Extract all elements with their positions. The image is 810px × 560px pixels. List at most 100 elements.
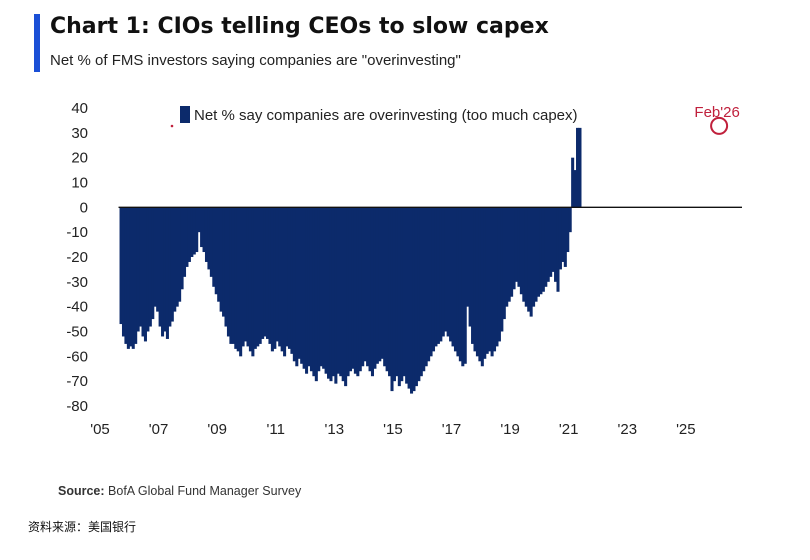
bar — [490, 207, 494, 357]
bar — [378, 207, 382, 362]
bar — [170, 207, 174, 322]
bar — [429, 207, 433, 357]
bar — [336, 207, 340, 374]
bar — [119, 207, 123, 325]
bar — [258, 207, 262, 344]
bar — [471, 207, 475, 344]
bar — [475, 207, 479, 357]
bar — [514, 207, 519, 282]
bar — [368, 207, 372, 372]
bar — [463, 207, 467, 364]
bar — [139, 207, 143, 327]
bar — [434, 207, 438, 347]
bar — [134, 207, 138, 344]
bar — [385, 207, 389, 372]
bar — [322, 207, 326, 369]
bar — [226, 207, 230, 337]
x-tick-label: '17 — [442, 421, 462, 438]
bar — [410, 207, 414, 394]
bar — [517, 207, 521, 287]
bar — [539, 207, 543, 295]
bar — [190, 207, 194, 257]
bar — [270, 207, 274, 352]
bar — [427, 207, 431, 362]
y-tick-label: 40 — [71, 100, 88, 117]
bar — [141, 207, 145, 337]
bar — [473, 207, 477, 352]
bar — [222, 207, 226, 317]
bar — [573, 170, 577, 208]
bar — [353, 207, 357, 374]
x-tick-label: '15 — [383, 421, 403, 438]
bar — [165, 207, 169, 339]
bar — [561, 207, 565, 262]
bar — [265, 207, 270, 339]
bar — [290, 207, 294, 354]
x-tick-label: '07 — [149, 421, 169, 438]
bar — [541, 207, 545, 292]
x-tick-label: '11 — [267, 421, 285, 438]
bar — [566, 207, 570, 253]
bar — [424, 207, 428, 367]
bar — [478, 207, 482, 362]
bar — [261, 207, 265, 339]
bar — [397, 207, 401, 387]
bar — [146, 207, 150, 332]
bar — [493, 207, 497, 352]
bar — [143, 207, 147, 342]
bar — [505, 207, 509, 307]
bar — [329, 207, 333, 382]
bar — [436, 207, 440, 344]
y-tick-label: -70 — [66, 373, 88, 390]
source-note: Source: BofA Global Fund Manager Survey — [58, 484, 301, 498]
x-tick-label: '25 — [676, 421, 696, 438]
bar — [236, 207, 240, 352]
bar — [563, 207, 567, 267]
bar — [209, 207, 213, 277]
bar — [446, 207, 450, 337]
bar — [278, 207, 282, 347]
bar — [373, 207, 377, 369]
bar — [366, 207, 370, 367]
bar — [363, 207, 367, 362]
bar — [121, 207, 126, 337]
bar — [214, 207, 218, 295]
y-tick-label: 30 — [71, 125, 88, 142]
bar — [439, 207, 443, 342]
bar — [292, 207, 296, 362]
bar — [327, 207, 331, 379]
bar — [148, 207, 152, 327]
bar — [502, 207, 506, 320]
bar — [346, 207, 350, 377]
y-tick-label: 0 — [80, 199, 88, 216]
bar — [305, 207, 309, 374]
bar — [392, 207, 396, 382]
bar — [200, 207, 204, 248]
bar — [207, 207, 211, 270]
bar — [522, 207, 526, 302]
bar — [407, 207, 411, 389]
bar — [339, 207, 343, 377]
bar — [302, 207, 306, 369]
bar — [458, 207, 462, 362]
x-tick-label: '21 — [559, 421, 579, 438]
bar — [309, 207, 313, 372]
bar — [388, 207, 392, 377]
title-accent-bar — [34, 14, 40, 72]
bar — [571, 157, 575, 208]
bar — [268, 207, 272, 344]
bar — [219, 207, 223, 312]
bar — [451, 207, 455, 347]
x-tick-label: '19 — [500, 421, 520, 438]
bar — [405, 207, 409, 384]
bar — [124, 207, 128, 344]
bar — [175, 207, 179, 307]
bar — [246, 207, 250, 347]
bar — [156, 207, 160, 312]
bar — [295, 207, 299, 367]
legend-dot — [170, 124, 174, 128]
bar — [431, 207, 436, 352]
bar — [129, 207, 133, 347]
bar — [234, 207, 238, 349]
bar — [324, 207, 328, 374]
